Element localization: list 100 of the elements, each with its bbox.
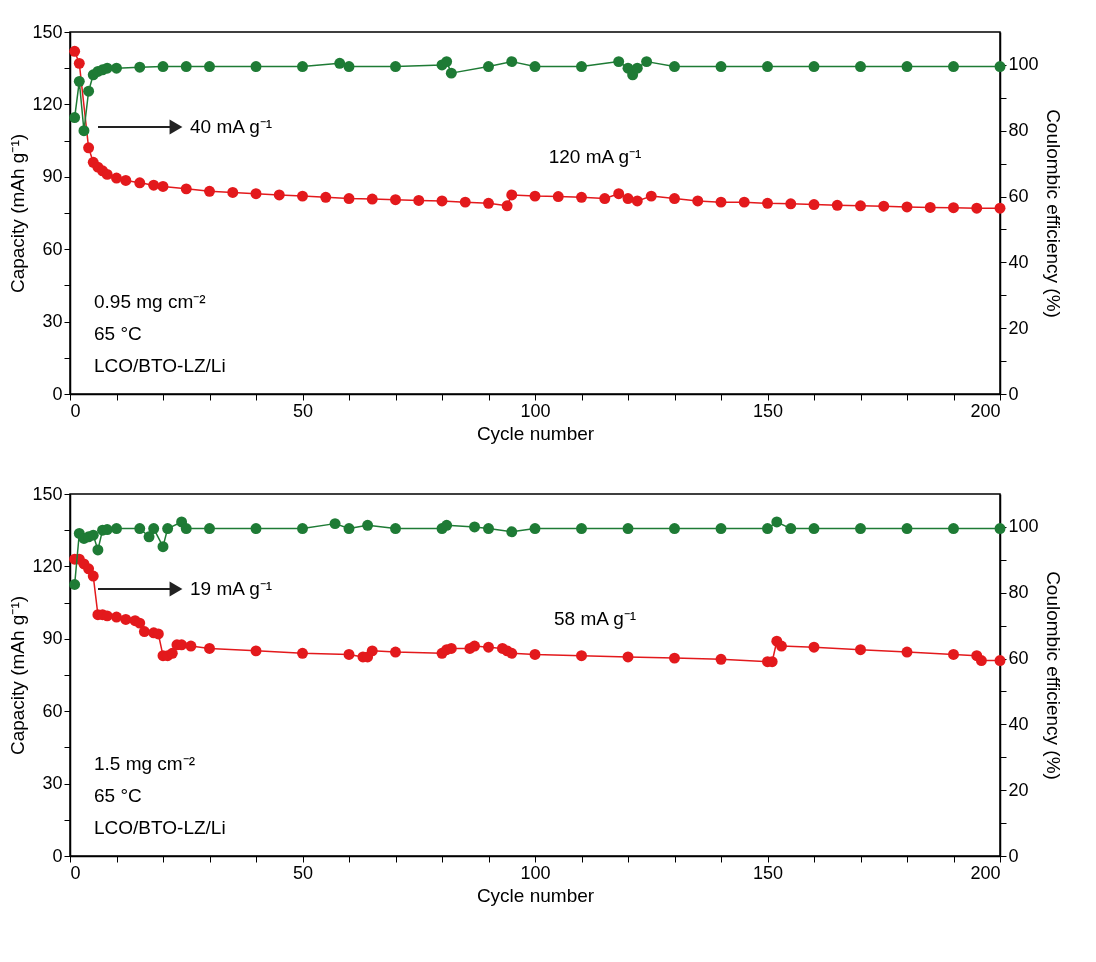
point — [483, 641, 494, 653]
y-axis-title: Capacity (mAh g⁻¹) — [7, 133, 29, 294]
point — [204, 61, 215, 73]
y2-tick-label: 80 — [1008, 582, 1029, 603]
x-axis-title: Cycle number — [476, 884, 595, 906]
point — [669, 652, 680, 664]
y2-tick-label: 20 — [1008, 779, 1029, 800]
point — [576, 61, 587, 73]
point — [552, 191, 564, 203]
point — [297, 647, 308, 659]
point — [436, 195, 448, 207]
x-tick-label: 50 — [292, 862, 314, 883]
point — [148, 179, 160, 191]
point — [180, 183, 192, 195]
point — [390, 61, 401, 73]
point — [622, 651, 634, 663]
point — [529, 190, 541, 202]
point — [250, 523, 262, 535]
point — [645, 190, 657, 202]
y2-tick-label: 100 — [1008, 54, 1039, 75]
point — [469, 521, 481, 533]
point — [924, 201, 936, 213]
point — [166, 647, 178, 659]
point — [334, 57, 346, 69]
point — [808, 523, 820, 535]
point — [808, 199, 820, 211]
point — [762, 523, 773, 535]
point — [366, 193, 378, 205]
point — [111, 611, 122, 623]
point — [762, 197, 773, 209]
point — [134, 617, 146, 629]
point — [143, 531, 155, 543]
point — [785, 198, 797, 210]
point — [83, 85, 95, 97]
point — [83, 142, 95, 154]
point — [901, 201, 913, 213]
point — [975, 655, 987, 666]
point — [250, 645, 262, 657]
point — [138, 626, 150, 638]
point — [343, 61, 355, 73]
point — [669, 61, 680, 73]
point — [390, 194, 401, 206]
x-tick-label: 200 — [970, 862, 1001, 883]
point — [73, 75, 85, 87]
point — [73, 57, 85, 69]
point — [994, 523, 1006, 535]
point — [69, 579, 81, 590]
x-tick-label: 200 — [970, 400, 1001, 421]
point — [483, 523, 494, 535]
point — [459, 196, 471, 208]
point — [622, 193, 634, 204]
point — [297, 190, 308, 202]
point — [529, 649, 541, 660]
point — [134, 61, 146, 73]
y-tick-label: 30 — [42, 311, 63, 332]
point — [669, 193, 680, 204]
point — [87, 570, 99, 582]
point — [994, 202, 1006, 214]
annotation: 65 °C — [94, 323, 142, 344]
point — [878, 200, 890, 212]
point — [101, 168, 113, 180]
y2-axis-title: Coulombic efficiency (%) — [1042, 109, 1064, 318]
point — [469, 640, 481, 652]
y-tick-label: 120 — [32, 93, 63, 114]
y2-tick-label: 0 — [1008, 383, 1019, 404]
y2-axis-title: Coulombic efficiency (%) — [1042, 571, 1064, 780]
point — [529, 61, 541, 73]
y2-tick-label: 100 — [1008, 516, 1039, 537]
point — [111, 62, 122, 74]
point — [250, 61, 262, 73]
y2-tick-label: 60 — [1008, 648, 1029, 669]
point — [483, 61, 494, 73]
point — [622, 523, 634, 535]
point — [715, 61, 727, 73]
y2-tick-label: 80 — [1008, 120, 1029, 141]
point — [445, 67, 457, 79]
point — [576, 523, 587, 535]
annotation: 58 mA g⁻¹ — [553, 608, 637, 629]
y-tick-label: 0 — [52, 383, 63, 404]
y-tick-label: 90 — [42, 166, 63, 187]
x-tick-label: 50 — [292, 400, 314, 421]
point — [901, 646, 913, 658]
x-tick-label: 100 — [520, 862, 551, 883]
y-tick-label: 60 — [42, 700, 63, 721]
point — [148, 523, 160, 535]
point — [669, 523, 680, 535]
y-tick-label: 30 — [42, 773, 63, 794]
x-tick-label: 100 — [520, 400, 551, 421]
point — [576, 191, 587, 203]
annotation: LCO/BTO-LZ/Li — [94, 355, 226, 376]
point — [855, 200, 866, 212]
point — [831, 199, 843, 211]
point — [69, 45, 81, 57]
y2-tick-label: 40 — [1008, 713, 1029, 734]
point — [506, 647, 518, 659]
point — [343, 193, 355, 204]
point — [855, 61, 866, 73]
point — [715, 653, 727, 665]
annotation: 40 mA g⁻¹ — [190, 116, 273, 137]
point — [390, 646, 401, 658]
